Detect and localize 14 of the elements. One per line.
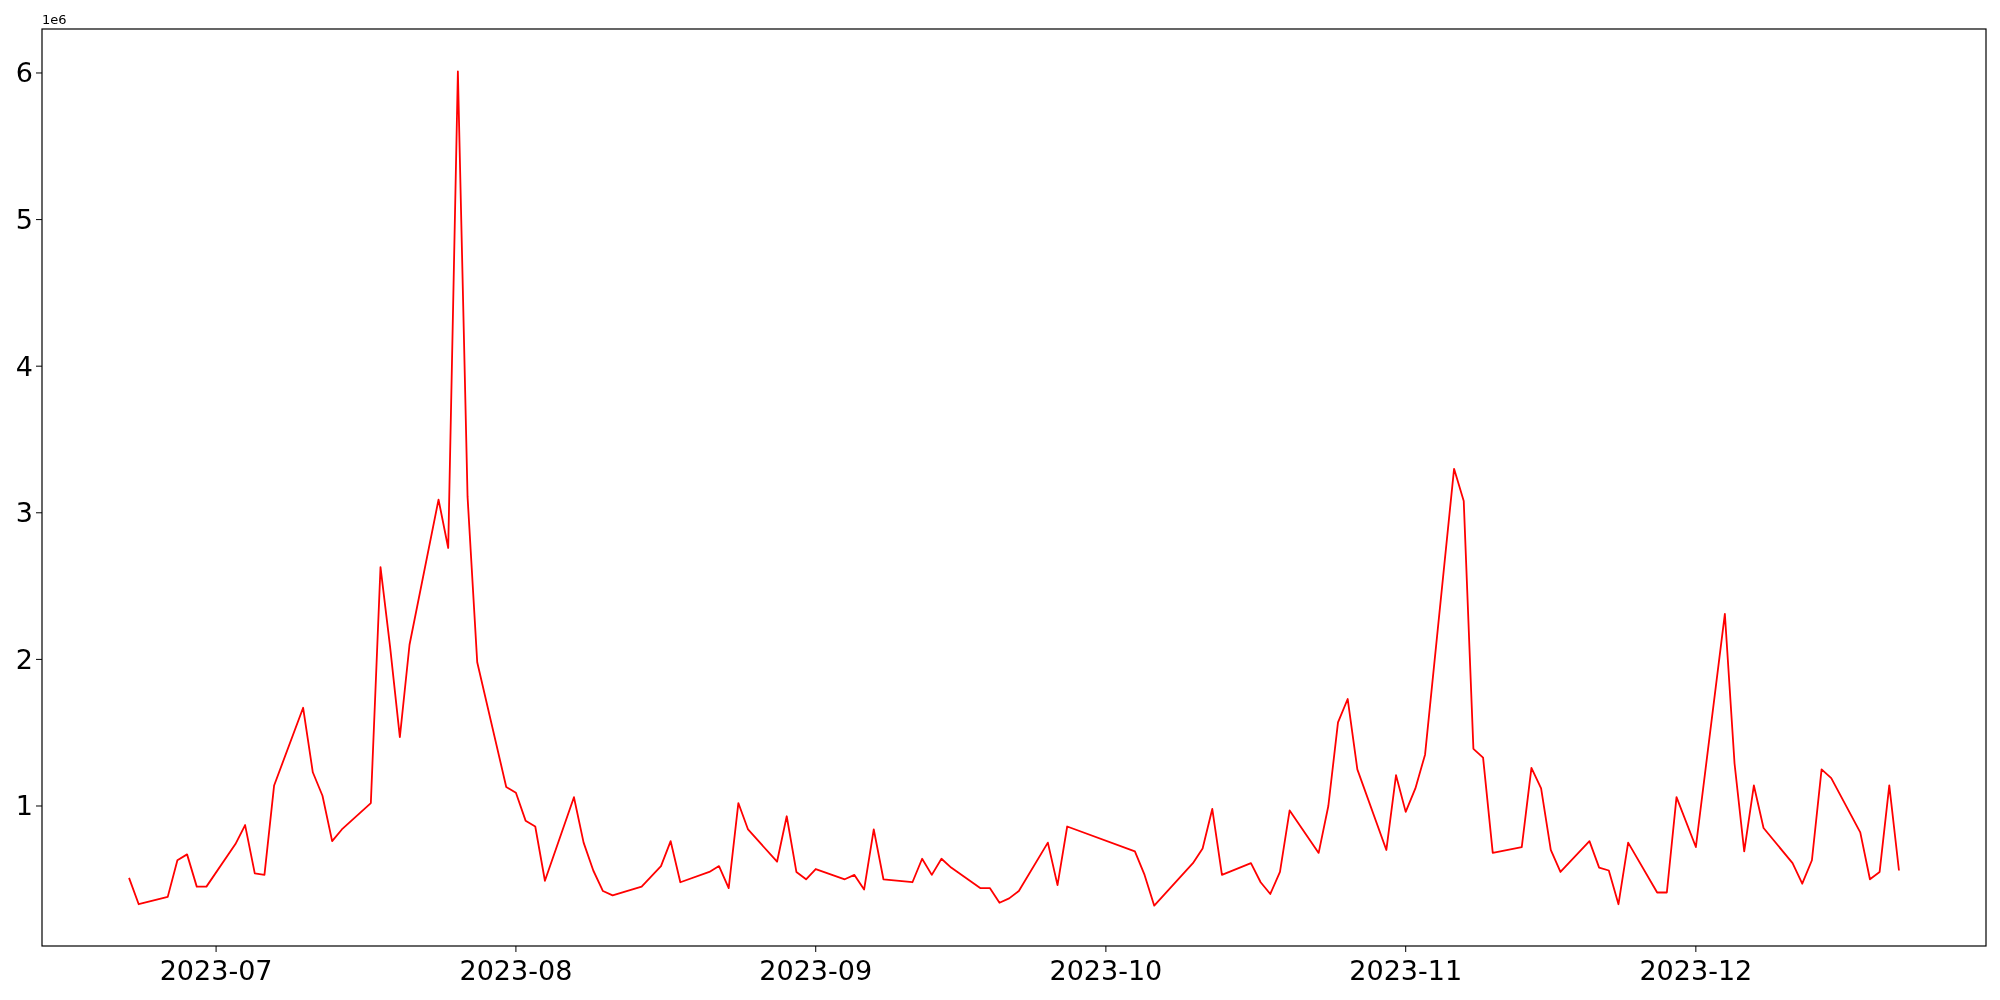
y-tick-label: 4 — [15, 350, 33, 382]
y-tick-label: 1 — [15, 790, 33, 822]
x-tick-label: 2023-12 — [1639, 955, 1753, 986]
x-tick-label: 2023-08 — [459, 955, 573, 986]
y-tick-label: 5 — [15, 204, 33, 236]
y-tick-label: 3 — [15, 497, 33, 529]
y-tick-label: 6 — [15, 57, 33, 89]
y-tick-label: 2 — [15, 643, 33, 675]
x-tick-label: 2023-09 — [759, 955, 873, 986]
line-series — [128, 70, 1900, 907]
x-tick-label: 2023-07 — [159, 955, 273, 986]
x-tick-label: 2023-11 — [1349, 955, 1463, 986]
x-tick-label: 2023-10 — [1049, 955, 1163, 986]
text: 1e6 — [42, 12, 67, 27]
